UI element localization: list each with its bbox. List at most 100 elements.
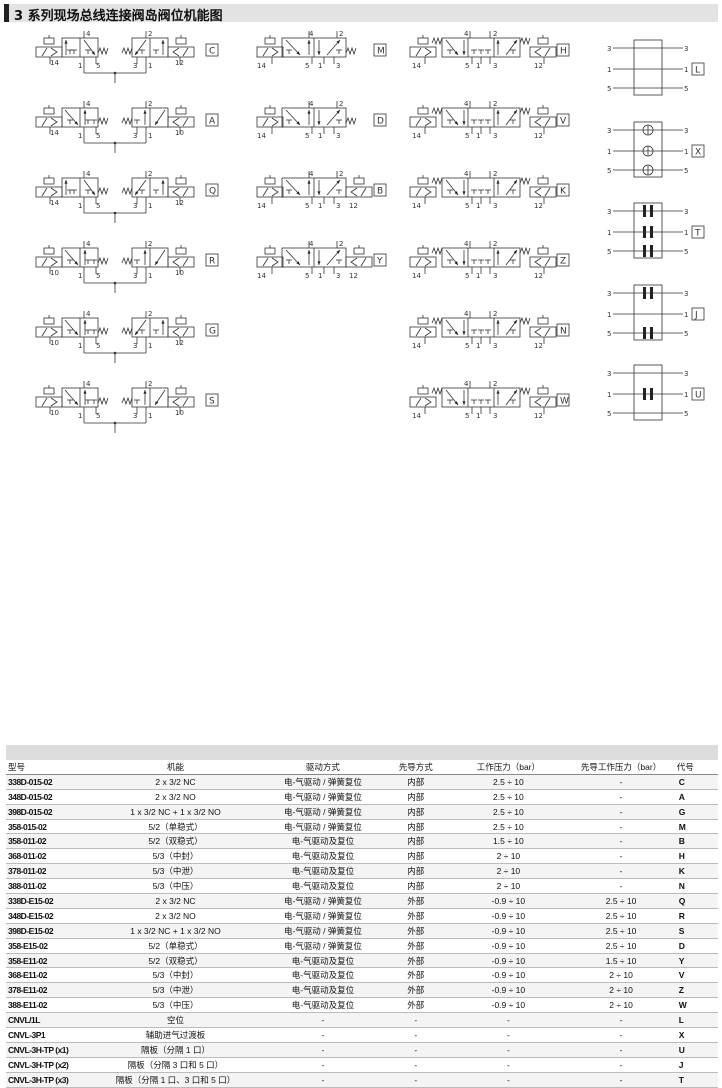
spring-icon [97,326,109,336]
actuation-cell: 电-气驱动及复位 [261,967,385,984]
code-box [556,393,570,407]
code-cell: H [672,848,718,865]
port-label: 3 [336,202,340,210]
actuation-cell: 电-气驱动及复位 [261,953,385,969]
port-label: 1 [684,148,688,156]
solenoid-icon [167,46,195,58]
pilot-cell: 内部 [384,789,448,805]
pilot-triangle-icon [172,397,180,407]
arrow-head [317,121,321,125]
pilot-label: 12 [349,272,358,280]
pilot-triangle-icon [534,397,542,407]
solenoid-icon [167,186,195,198]
pilot-triangle-icon [534,47,542,57]
solenoid-icon [35,46,63,58]
valve-body [441,177,521,198]
junction-dot [113,281,117,285]
pressure-cell: 2.5 ÷ 10 [447,774,570,790]
code-box [691,144,705,158]
manual-override-icon [537,247,549,255]
pilot-cell: 内部 [384,804,448,820]
function-cell: 5/3（中封） [89,967,262,984]
port-label: 3 [493,342,497,350]
arrow-head [307,40,311,44]
code-cell: N [672,878,718,895]
pilot-cell: 外部 [384,908,448,924]
solenoid-coil [360,257,367,267]
solenoid-coil [182,257,189,267]
separator-plug-icon [643,287,646,299]
code-box [556,323,570,337]
function-cell: 2 x 3/2 NO [89,908,262,924]
manual-override-icon [537,37,549,45]
manual-override-icon [175,317,187,325]
pilot-triangle-icon [172,327,180,337]
spring-icon [519,386,531,396]
solenoid-coil [262,187,269,197]
solenoid-coil [415,327,422,337]
actuation-cell: 电-气驱动及复位 [261,878,385,895]
table-body: 338D-015-02 2 x 3/2 NC 电-气驱动 / 弹簧复位 内部 2.5 ÷… [6,774,718,1088]
port-label: 2 [339,100,343,108]
arrow-head [296,121,300,125]
column-header: 先导方式 [384,760,448,775]
spring-icon [121,46,133,56]
function-cell: 隔板（分隔 3 口和 5 口） [89,1057,262,1073]
function-cell: 5/2（单稳式） [89,819,262,835]
pilot-cell: 内部 [384,848,448,865]
port-label: 4 [309,170,314,178]
port-label: 2 [339,170,343,178]
function-cell: 5/3（中泄） [89,982,262,999]
model-cell: 358-011-02 [6,833,90,850]
junction-dot [113,141,117,145]
pilot-label: 14 [50,199,59,207]
code-box [373,113,387,127]
arrow-head [462,51,466,55]
pilot-pressure-cell: - [569,1012,673,1029]
arrow-head [296,191,300,195]
arrow-head [462,191,466,195]
solenoid-icon [529,256,557,268]
solenoid-coil [544,257,551,267]
code-box [373,253,387,267]
manual-override-icon [417,37,429,45]
code-cell: Q [672,893,718,909]
code-box [205,113,219,127]
actuation-cell: 电-气驱动及复位 [261,848,385,865]
pilot-triangle-icon [534,257,542,267]
actuation-cell: - [261,1027,385,1043]
code-box [691,225,705,239]
pilot-pressure-cell: - [569,774,673,790]
arrow-head [143,390,147,394]
port-label: 3 [684,45,688,53]
arrow-head [496,320,500,324]
solenoid-coil [544,327,551,337]
actuation-cell: - [261,1057,385,1073]
solenoid-coil [41,117,48,127]
solenoid-coil [41,47,48,57]
model-cell: 388-E11-02 [6,997,90,1014]
pilot-cell: 外部 [384,997,448,1014]
pilot-label: 14 [412,62,421,70]
table-header-band [6,745,718,760]
function-cell: 空位 [89,1012,262,1029]
manual-override-icon [537,107,549,115]
pilot-label: 10 [175,409,184,417]
manual-override-icon [264,107,276,115]
manual-override-icon [537,317,549,325]
pilot-cell: - [384,1042,448,1058]
arrow-head [513,320,517,324]
solenoid-icon [256,46,284,58]
function-cell: 2 x 3/2 NC [89,774,262,790]
pilot-label: 14 [412,132,421,140]
pilot-cell: - [384,1012,448,1029]
code-box [205,183,219,197]
table-row: CNVL-3H-TP (x1) 隔板（分隔 1 口） - - - - U [6,1042,718,1058]
table-row: 398D-E15-02 1 x 3/2 NC + 1 x 3/2 NO 电-气驱动 … [6,923,718,939]
separator-plug-icon [650,226,653,238]
model-cell: CNVL-3H-TP (x2) [6,1057,90,1073]
pilot-triangle-icon [271,117,279,127]
valve-table: 型号 机能 驱动方式 先导方式 工作压力（bar） 先导工作压力（bar） 代号 338D-… [6,745,718,1088]
arrow-head [336,180,340,184]
port-label: 4 [464,30,469,38]
